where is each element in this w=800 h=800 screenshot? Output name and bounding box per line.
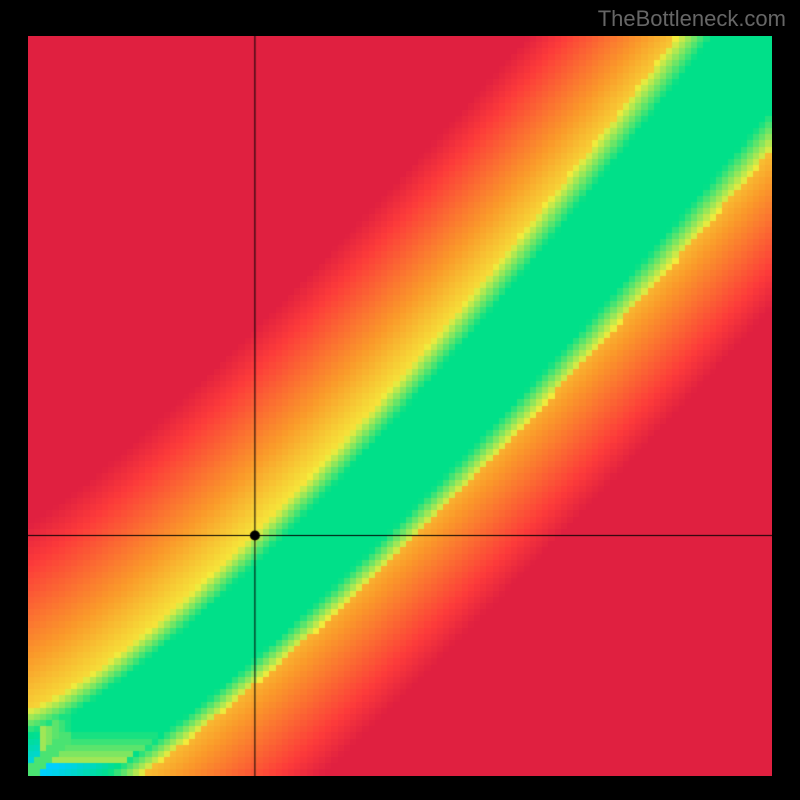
- plot-area: [28, 36, 772, 776]
- watermark-text: TheBottleneck.com: [598, 6, 786, 32]
- heatmap-canvas: [28, 36, 772, 776]
- chart-container: TheBottleneck.com: [0, 0, 800, 800]
